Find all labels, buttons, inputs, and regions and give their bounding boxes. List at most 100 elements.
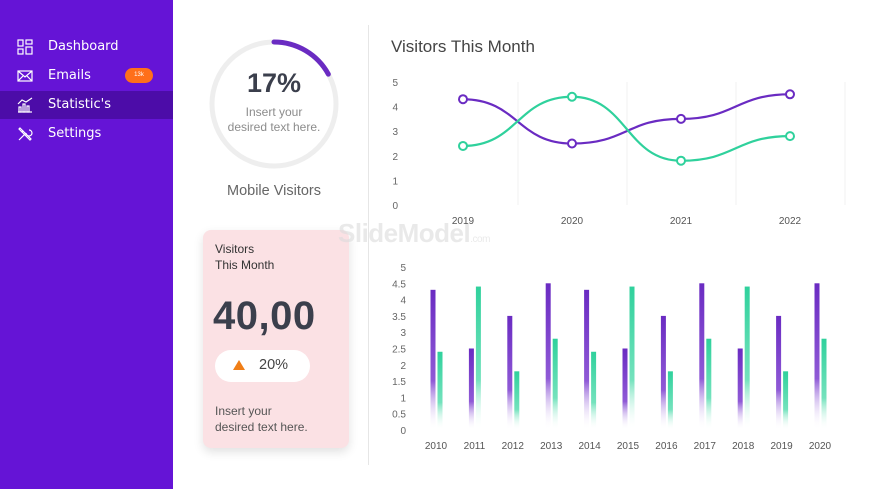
bar-series-1	[699, 283, 705, 430]
x-tick-label: 2020	[561, 216, 584, 227]
x-tick-label: 2019	[452, 216, 475, 227]
series-line-2	[462, 95, 791, 162]
bar-series-1	[545, 283, 551, 430]
email-count-badge: 13k	[125, 68, 153, 83]
sidebar-item-statistics[interactable]: Statistic's	[0, 91, 173, 119]
bar-series-2	[706, 338, 712, 430]
sidebar-item-emails[interactable]: Emails 13k	[0, 62, 173, 90]
card-title: Visitors This Month	[215, 241, 274, 273]
bar-series-1	[507, 315, 513, 430]
bar-chart-icon	[17, 97, 33, 113]
watermark: SlideModel.com	[338, 218, 490, 249]
series-point	[676, 113, 686, 124]
y-tick-label: 1	[400, 393, 406, 404]
y-tick-label: 5	[400, 263, 406, 274]
sidebar-item-settings[interactable]: Settings	[0, 120, 173, 148]
bar-series-1	[737, 348, 743, 430]
bar-series-2	[514, 371, 520, 430]
y-tick-label: 1.5	[392, 377, 406, 388]
mobile-visitors-gauge	[209, 39, 339, 169]
envelope-icon	[17, 70, 33, 82]
watermark-suffix: .com	[470, 234, 490, 245]
y-tick-label: 0.5	[392, 410, 406, 421]
card-value: 40,00	[213, 294, 316, 338]
bar-series-2	[821, 338, 827, 430]
card-title-line: This Month	[215, 258, 275, 272]
divider	[368, 25, 369, 465]
x-tick-label: 2017	[694, 441, 717, 452]
bar-series-2	[591, 351, 597, 430]
x-tick-label: 2016	[655, 441, 678, 452]
y-tick-label: 0	[400, 426, 406, 437]
card-text-line: Insert your	[215, 404, 272, 418]
x-tick-label: 2015	[617, 441, 640, 452]
card-title-line: Visitors	[215, 242, 255, 256]
x-tick-label: 2014	[578, 441, 601, 452]
y-tick-label: 4.5	[392, 279, 406, 290]
watermark-text: SlideModel	[338, 218, 471, 248]
bar-series-1	[776, 315, 782, 430]
grid-icon	[17, 39, 33, 55]
y-tick-label: 2	[400, 361, 406, 372]
bar-series-2	[475, 286, 481, 430]
tools-icon	[18, 127, 33, 141]
bar-series-1	[814, 283, 820, 430]
bar-series-2	[629, 286, 635, 430]
x-tick-label: 2012	[502, 441, 525, 452]
gauge-text: Insert your desired text here.	[227, 105, 321, 134]
y-tick-label: 2.5	[392, 345, 406, 356]
bar-series-1	[660, 315, 666, 430]
sidebar-item-label: Settings	[48, 126, 102, 141]
series-point	[785, 131, 795, 142]
x-tick-label: 2021	[670, 216, 693, 227]
x-tick-label: 2011	[464, 441, 486, 452]
bar-series-2	[667, 371, 673, 430]
series-point	[567, 138, 577, 149]
x-tick-label: 2013	[540, 441, 563, 452]
y-tick-label: 2	[392, 152, 398, 163]
sidebar-item-label: Dashboard	[48, 39, 119, 54]
x-tick-label: 2010	[425, 441, 448, 452]
bar-series-1	[468, 348, 474, 430]
change-pill: 20%	[215, 350, 310, 382]
x-tick-label: 2022	[779, 216, 802, 227]
series-point	[785, 89, 795, 100]
x-tick-label: 2019	[770, 441, 793, 452]
series-point	[567, 91, 577, 102]
gauge-progress-arc	[209, 39, 339, 169]
arrow-up-icon	[233, 360, 245, 370]
bar-series-2	[437, 351, 443, 430]
series-point	[458, 140, 468, 151]
series-line-1	[462, 93, 791, 145]
bar-series-2	[783, 371, 789, 430]
y-tick-label: 5	[392, 78, 398, 89]
sidebar-item-dashboard[interactable]: Dashboard	[0, 33, 173, 61]
y-tick-label: 0	[392, 201, 398, 212]
y-tick-label: 3	[400, 328, 406, 339]
y-tick-label: 3.5	[392, 312, 406, 323]
gauge-percent: 17%	[246, 68, 302, 98]
y-tick-label: 4	[400, 296, 406, 307]
line-chart-title: Visitors This Month	[391, 37, 535, 56]
y-tick-label: 4	[392, 103, 398, 114]
change-percent: 20%	[259, 357, 289, 373]
sidebar-item-label: Emails	[48, 68, 91, 83]
bar-series-2	[552, 338, 558, 430]
gauge-caption: Mobile Visitors	[226, 183, 322, 199]
sidebar: Dashboard Emails 13k Statistic's Setting…	[0, 0, 173, 489]
sidebar-item-label: Statistic's	[48, 97, 112, 112]
bar-series-2	[744, 286, 750, 430]
visitors-card: Visitors This Month 40,00 20% Insert you…	[203, 230, 349, 448]
bar-series-1	[430, 289, 436, 430]
card-text: Insert your desired text here.	[215, 403, 308, 435]
card-text-line: desired text here.	[215, 420, 308, 434]
series-point	[458, 94, 468, 105]
x-tick-label: 2020	[809, 441, 832, 452]
bar-series-1	[584, 289, 590, 430]
series-point	[676, 155, 686, 166]
bar-series-1	[622, 348, 628, 430]
x-tick-label: 2018	[732, 441, 755, 452]
y-tick-label: 1	[392, 176, 398, 187]
